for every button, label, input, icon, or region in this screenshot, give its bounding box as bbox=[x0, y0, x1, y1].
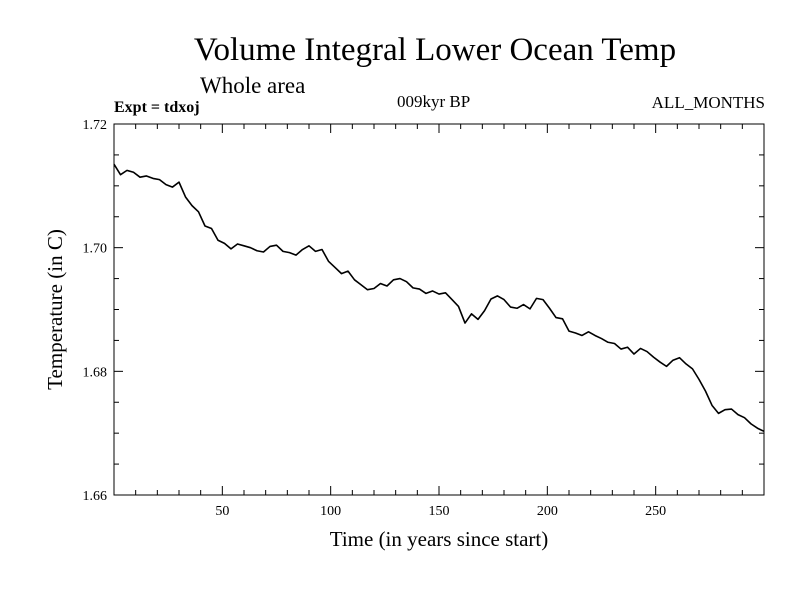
y-tick-label: 1.66 bbox=[83, 489, 108, 504]
y-tick-label: 1.70 bbox=[83, 242, 108, 257]
y-tick-label: 1.68 bbox=[83, 365, 108, 380]
months-label: ALL_MONTHS bbox=[651, 93, 765, 112]
y-axis-label: Temperature (in C) bbox=[43, 229, 67, 390]
chart-title: Volume Integral Lower Ocean Temp bbox=[193, 32, 677, 68]
experiment-label: Expt = tdxoj bbox=[114, 99, 200, 116]
axis-ticks bbox=[114, 124, 764, 495]
x-tick-label: 50 bbox=[215, 504, 229, 519]
period-label: 009kyr BP bbox=[397, 92, 471, 111]
series-line-temperature bbox=[113, 163, 765, 433]
x-tick-label: 150 bbox=[429, 504, 450, 519]
plot-frame bbox=[113, 123, 765, 496]
x-tick-label: 200 bbox=[537, 504, 558, 519]
y-tick-label: 1.72 bbox=[83, 118, 108, 133]
x-tick-label: 250 bbox=[645, 504, 666, 519]
x-axis-label: Time (in years since start) bbox=[330, 527, 549, 551]
tick-labels: 50 100 150 200 250 1.66 1.68 1.70 1.72 bbox=[83, 118, 667, 519]
x-tick-label: 100 bbox=[320, 504, 341, 519]
chart-subtitle: Whole area bbox=[200, 73, 306, 98]
